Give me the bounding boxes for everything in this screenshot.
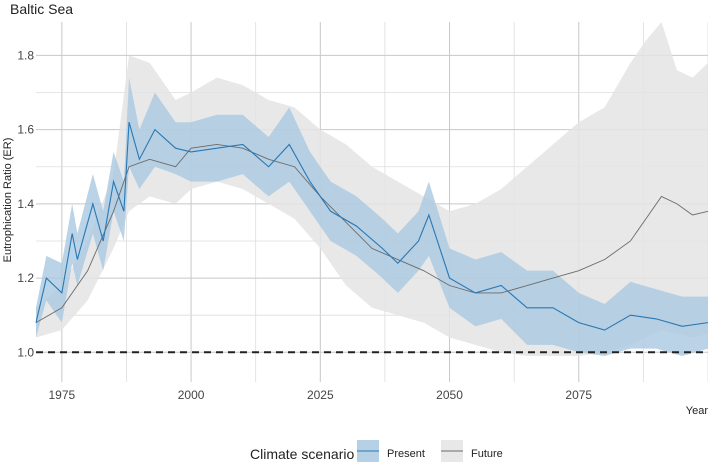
legend-label-future: Future bbox=[471, 448, 503, 460]
x-tick-label: 2025 bbox=[307, 388, 334, 402]
y-tick-label: 1.8 bbox=[17, 48, 34, 62]
y-tick-label: 1.2 bbox=[17, 271, 34, 285]
y-axis-ticks: 1.0 1.2 1.4 1.6 1.8 bbox=[17, 48, 34, 359]
y-tick-label: 1.4 bbox=[17, 197, 34, 211]
x-tick-label: 2000 bbox=[178, 388, 205, 402]
legend: Climate scenario Present Future bbox=[250, 440, 503, 462]
x-axis-ticks: 1975 2000 2025 2050 2075 bbox=[48, 388, 592, 402]
confidence-ribbons bbox=[36, 22, 708, 357]
x-axis-label: Year bbox=[686, 405, 708, 417]
x-tick-label: 1975 bbox=[48, 388, 75, 402]
legend-items: Present Future bbox=[357, 440, 503, 462]
series-line-present bbox=[35, 122, 708, 331]
y-axis-label: Eutrophication Ratio (ER) bbox=[2, 138, 14, 263]
y-tick-label: 1.0 bbox=[17, 345, 34, 359]
y-tick-label: 1.6 bbox=[17, 123, 34, 137]
series-line-future bbox=[35, 144, 708, 324]
chart-title: Baltic Sea bbox=[10, 1, 73, 17]
x-tick-label: 2050 bbox=[436, 388, 463, 402]
x-tick-label: 2075 bbox=[565, 388, 592, 402]
series-lines bbox=[35, 122, 708, 331]
ribbon-present bbox=[36, 77, 708, 357]
legend-label-present: Present bbox=[387, 448, 425, 460]
legend-title: Climate scenario bbox=[250, 446, 354, 462]
